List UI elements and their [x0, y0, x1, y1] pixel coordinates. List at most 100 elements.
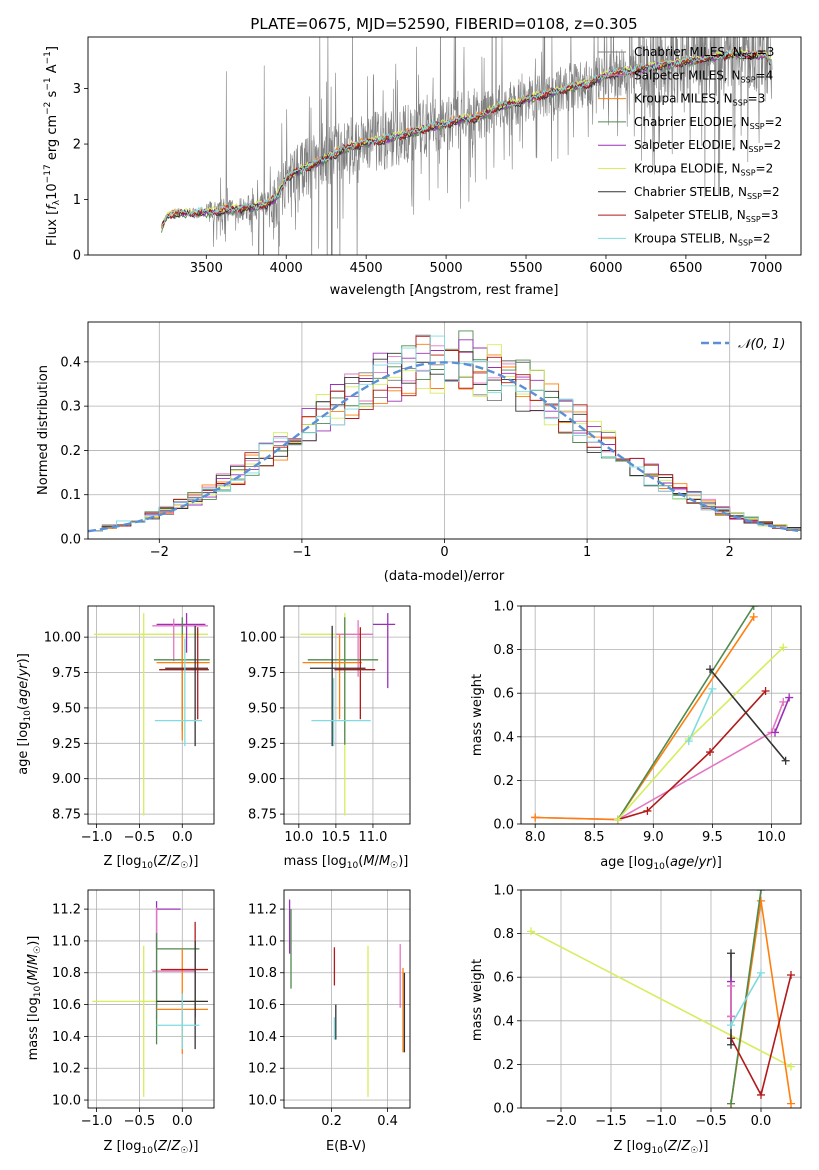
age_vs_Z-point — [152, 618, 208, 662]
spectrum-ylabel: Flux [fλ10−17 erg cm−2 s−1 A−1] — [43, 46, 62, 246]
residuals-xtick-label: 2 — [726, 545, 734, 560]
series-marker — [787, 1062, 795, 1071]
legend-label: Salpeter MILES, NSSP=4 — [634, 68, 773, 84]
mass_vs_EBV-ytick-label: 10.4 — [248, 1030, 277, 1045]
series-line — [774, 697, 790, 733]
spectrum-xtick-label: 4000 — [270, 261, 303, 276]
mass_vs_Z-ytick-label: 10.8 — [52, 966, 81, 981]
series-marker — [779, 643, 788, 652]
massweight_vs_Z-frame — [520, 889, 802, 1109]
mass_vs_Z-xtick-label: −1.0 — [81, 1114, 113, 1129]
residuals-xlabel: (data-model)/error — [384, 569, 505, 584]
spectrum-data-line — [161, 37, 773, 255]
residuals-ytick-label: 0.1 — [60, 488, 81, 503]
massweight_vs_age-series — [684, 684, 717, 746]
series-marker — [727, 1012, 735, 1021]
mass_vs_Z-ytick-label: 11.2 — [52, 903, 81, 918]
massweight_vs_age-xtick-label: 8.0 — [525, 830, 546, 845]
age_vs_mass-point — [372, 613, 396, 689]
age_vs_mass-point — [309, 625, 366, 747]
age-vs-mass-xlabel: mass [log10(M/M☉)] — [284, 854, 409, 871]
normal-curve — [88, 361, 799, 533]
series-line — [617, 606, 755, 821]
series-marker — [761, 687, 770, 696]
spectrum-ytick-label: 2 — [73, 138, 81, 153]
age_vs_mass-point — [334, 627, 376, 720]
series-marker — [727, 1099, 735, 1108]
series-line — [730, 890, 762, 1104]
spectrum-legend: Chabrier MILES, NSSP=3 Salpeter MILES, NS… — [598, 45, 782, 247]
massweight_vs_Z-ytick-label: 0.2 — [493, 1058, 514, 1073]
legend-label: Kroupa ELODIE, NSSP=2 — [634, 162, 773, 178]
age_vs_mass-xtick-label: 10.5 — [321, 830, 350, 845]
age_vs_Z-point — [156, 613, 206, 653]
massweight_vs_Z-xtick-label: −1.5 — [595, 1114, 627, 1129]
massweight_vs_Z-ytick-label: 0.0 — [493, 1102, 514, 1117]
age_vs_mass-xtick-label: 10.0 — [284, 830, 313, 845]
series-marker — [527, 927, 535, 936]
massweight_vs_Z-axes: −2.0 −1.5 −1.0 −0.5 0.0 0.0 0.2 0.4 0.6 0.8 1.0 — [493, 884, 801, 1129]
age_vs_Z-ytick-label: 10.00 — [44, 631, 81, 646]
residuals-xtick-label: 1 — [583, 545, 591, 560]
age_vs_mass-ytick-label: 10.00 — [240, 631, 277, 646]
mass_vs_Z-xtick-label: 0.0 — [172, 1114, 193, 1129]
age-vs-z-ylabel: age [log10(age/yr)] — [16, 653, 33, 775]
mw-z-ylabel: mass weight — [470, 959, 485, 1041]
residuals-ytick-label: 0.4 — [60, 355, 81, 370]
series-line — [709, 668, 787, 762]
age_vs_Z-ytick-label: 9.50 — [52, 701, 81, 716]
age_vs_Z-frame — [87, 605, 215, 825]
hist-series — [88, 335, 801, 532]
mw-age-xlabel: age [log10(age/yr)] — [600, 855, 722, 872]
mass_vs_Z-point — [92, 945, 204, 1097]
age_vs_Z-ytick-label: 9.00 — [52, 772, 81, 787]
massweight_vs_age-ytick-label: 0.4 — [493, 730, 514, 745]
mass_vs_EBV-ytick-label: 10.6 — [248, 998, 277, 1013]
age_vs_Z-ytick-label: 8.75 — [52, 808, 81, 823]
age_vs_Z-point — [94, 613, 208, 816]
mw-age-ylabel: mass weight — [470, 674, 485, 756]
legend-label: Kroupa MILES, NSSP=3 — [634, 92, 765, 108]
mass_vs_EBV-ytick-label: 10.0 — [248, 1094, 277, 1109]
massweight_vs_Z-xtick-label: −2.0 — [545, 1114, 577, 1129]
age_vs_Z-xtick-label: 0.0 — [172, 830, 193, 845]
residuals-xtick-label: −2 — [150, 545, 169, 560]
series-marker — [706, 748, 715, 757]
series-marker — [757, 968, 765, 977]
age_vs_Z-point — [165, 625, 208, 747]
massweight_vs_age-axes: 8.0 8.5 9.0 9.5 10.0 0.0 0.2 0.4 0.6 0.8 1.0 — [493, 600, 801, 845]
massweight_vs_Z-xtick-label: −0.5 — [695, 1114, 727, 1129]
spectrum-ytick-label: 1 — [73, 193, 81, 208]
massweight_vs_Z-series — [727, 890, 765, 1108]
legend-label: Chabrier ELODIE, NSSP=2 — [634, 115, 782, 131]
mass_vs_EBV-frame — [283, 889, 411, 1109]
series-marker — [727, 1040, 735, 1049]
age_vs_Z-point — [156, 634, 210, 741]
series-marker — [749, 612, 758, 621]
mass_vs_Z-point — [160, 921, 208, 1018]
massweight_vs_age-xtick-label: 9.5 — [702, 830, 723, 845]
legend-label: Chabrier MILES, NSSP=3 — [634, 45, 774, 61]
series-line — [530, 930, 792, 1068]
age_vs_Z-ytick-label: 9.75 — [52, 666, 81, 681]
mass-vs-z-xlabel: Z [log10(Z/Z☉)] — [104, 1139, 199, 1156]
series-marker — [781, 756, 790, 765]
massweight_vs_Z-xtick-label: 0.0 — [751, 1114, 772, 1129]
residuals-xtick-label: −1 — [292, 545, 311, 560]
mw-z-xlabel: Z [log10(Z/Z☉)] — [614, 1139, 709, 1156]
age_vs_mass-ytick-label: 9.25 — [248, 737, 277, 752]
svg-text:Z [log10(Z/Z☉)]: Z [log10(Z/Z☉)] — [614, 1139, 709, 1156]
legend-label: Salpeter STELIB, NSSP=3 — [634, 208, 778, 224]
mass_vs_EBV-axes: 0.2 0.4 10.0 10.2 10.4 10.6 10.8 11.0 11.2 — [248, 890, 410, 1129]
massweight_vs_Z-ytick-label: 0.8 — [493, 927, 514, 942]
spectrum-model-line — [161, 48, 772, 226]
mass-vs-ebv-xlabel: E(B-V) — [326, 1139, 366, 1154]
mass-vs-z-ylabel: mass [log10(M/M☉)] — [26, 936, 43, 1061]
series-marker — [771, 728, 780, 737]
age-vs-z-xlabel: Z [log10(Z/Z☉)] — [104, 854, 199, 871]
spectrum-xtick-label: 4500 — [350, 261, 383, 276]
massweight_vs_Z-series — [727, 981, 735, 1021]
massweight_vs_age-ytick-label: 1.0 — [493, 600, 514, 615]
series-marker — [706, 665, 715, 674]
